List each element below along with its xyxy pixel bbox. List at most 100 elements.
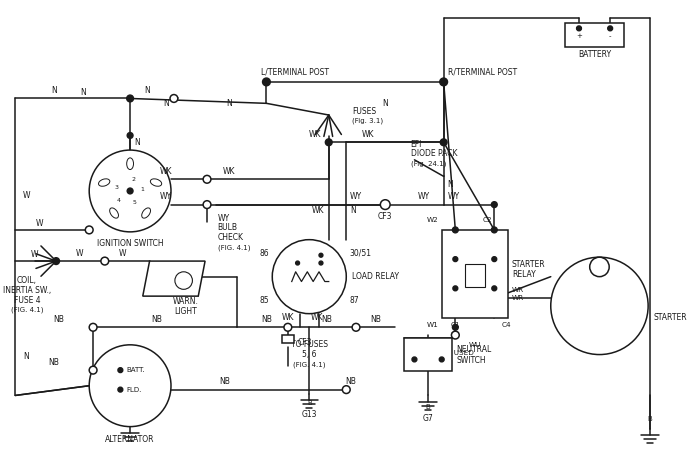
Text: 86: 86 [259,249,269,258]
Text: WY: WY [418,192,431,201]
Text: WK: WK [308,130,321,139]
Bar [565,24,624,47]
Text: 2: 2 [132,177,136,182]
Circle shape [170,94,178,102]
Text: (FIG. 4.1): (FIG. 4.1) [10,306,43,313]
Text: BULB: BULB [218,223,238,232]
Circle shape [175,272,193,289]
Text: WY: WY [160,192,172,201]
Text: NB: NB [322,315,333,324]
Circle shape [380,200,390,209]
Circle shape [295,261,299,265]
Circle shape [440,78,448,86]
Circle shape [118,368,123,373]
Text: (Fig. 24.1): (Fig. 24.1) [411,160,446,167]
Text: W: W [31,250,39,259]
Ellipse shape [110,208,119,218]
Text: CHECK: CHECK [218,233,244,242]
Text: N: N [350,206,356,215]
Text: LIGHT: LIGHT [175,307,197,316]
Circle shape [577,26,582,31]
Text: NB: NB [151,315,162,324]
Circle shape [89,345,171,427]
Text: N: N [164,99,169,108]
Text: G13: G13 [302,410,317,419]
Text: EFI: EFI [411,140,422,149]
Circle shape [453,257,457,262]
Text: W1: W1 [427,322,439,328]
Text: FLD.: FLD. [126,387,141,393]
Text: 1: 1 [140,187,144,192]
Text: WK: WK [160,167,172,176]
Text: W: W [119,249,126,258]
Bar [465,264,484,287]
Text: CF3: CF3 [297,338,312,347]
Circle shape [101,257,109,265]
Text: W: W [36,219,43,227]
Text: 3: 3 [115,185,119,190]
Circle shape [127,188,133,194]
Text: COIL,: COIL, [17,276,37,285]
Text: WR: WR [512,295,524,301]
Polygon shape [143,261,205,296]
Text: NB: NB [219,377,230,386]
Text: 30/51: 30/51 [349,249,371,258]
Text: LOAD RELAY: LOAD RELAY [352,272,399,281]
Circle shape [118,387,123,392]
Bar [282,335,294,343]
Text: WARN.: WARN. [172,297,199,306]
Text: STARTER: STARTER [653,313,687,322]
Circle shape [284,323,292,331]
Text: W2: W2 [427,217,439,223]
Text: WK: WK [223,167,236,176]
Text: NOT USED: NOT USED [436,350,474,355]
Text: L/TERMINAL POST: L/TERMINAL POST [261,68,328,77]
Circle shape [491,202,497,207]
Text: W: W [76,249,83,258]
Circle shape [262,78,270,86]
Ellipse shape [150,179,161,186]
Ellipse shape [127,158,133,169]
Text: C2: C2 [482,217,492,223]
Ellipse shape [99,179,110,186]
Circle shape [319,253,323,257]
Text: WK: WK [282,313,295,322]
Circle shape [89,150,171,232]
Circle shape [440,357,444,362]
Text: N: N [382,99,388,108]
Text: (Fig. 3.1): (Fig. 3.1) [352,118,383,124]
Text: BATTERY: BATTERY [578,50,611,59]
Text: 4: 4 [117,198,121,203]
Text: SWITCH: SWITCH [456,356,486,365]
Text: NB: NB [54,315,64,324]
Circle shape [273,240,346,314]
Circle shape [590,257,609,276]
Text: R/TERMINAL POST: R/TERMINAL POST [448,68,517,77]
Text: G7: G7 [423,415,433,423]
Text: WY: WY [448,192,460,201]
Text: FUSE 4: FUSE 4 [14,296,40,305]
Text: NB: NB [370,315,381,324]
Text: TO FUSES: TO FUSES [290,340,328,349]
Circle shape [352,323,360,331]
Circle shape [127,95,133,102]
Text: WK: WK [311,206,324,215]
Text: N: N [51,86,57,95]
Text: 85: 85 [259,296,269,305]
Text: N: N [81,88,86,97]
Circle shape [440,139,447,146]
Text: N: N [134,138,140,147]
Text: WY: WY [218,214,230,223]
Text: C1: C1 [451,322,460,328]
Text: C4: C4 [501,322,511,328]
Text: (FIG. 4.1): (FIG. 4.1) [293,361,326,368]
Text: CF3: CF3 [437,338,451,344]
Circle shape [52,258,59,265]
Circle shape [491,227,497,233]
Text: N: N [226,99,233,108]
Text: NEUTRAL: NEUTRAL [456,345,491,354]
Circle shape [89,366,97,374]
Circle shape [492,286,497,291]
Text: FUSES: FUSES [352,107,376,116]
Text: NB: NB [346,377,357,386]
